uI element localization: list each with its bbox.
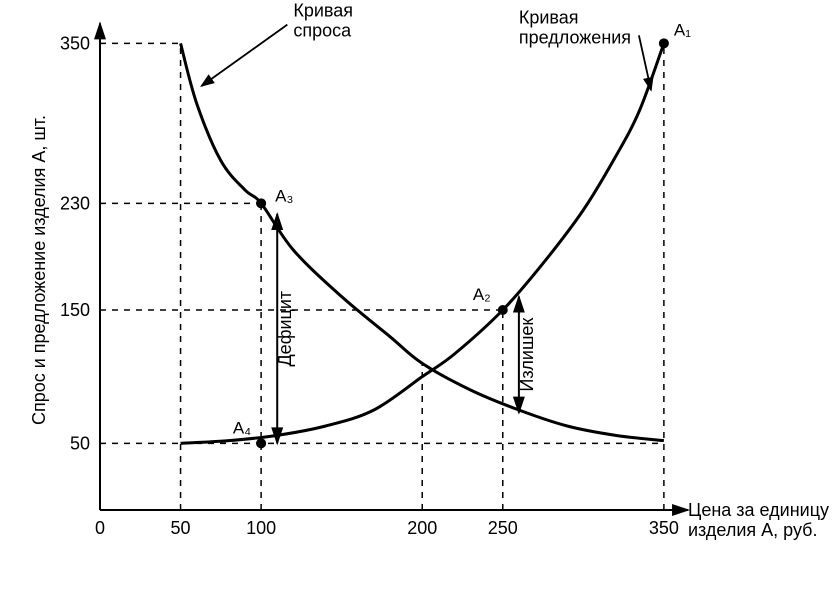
point-label-A4: A₄ — [233, 418, 251, 437]
x-axis-label: Цена за единицу — [688, 500, 829, 520]
x-tick-label: 250 — [488, 518, 518, 538]
supply-curve-label: предложения — [519, 27, 631, 47]
x-tick-label: 350 — [649, 518, 679, 538]
x-axis-label: изделия A, руб. — [688, 520, 817, 540]
point-A4 — [256, 438, 266, 448]
point-A3 — [256, 198, 266, 208]
y-axis-label: Спрос и предложение изделия A, шт. — [29, 115, 49, 425]
point-label-A2: A₂ — [473, 285, 491, 304]
chart-svg: 0 50 100 200 250 350 50 150 230 350 Цена за единиц… — [0, 0, 832, 594]
y-tick-label: 50 — [70, 433, 90, 453]
y-tick-label: 150 — [60, 300, 90, 320]
demand-curve-label: спроса — [293, 21, 352, 41]
range-arrow-label: Дефицит — [275, 291, 295, 367]
x-tick-label: 50 — [171, 518, 191, 538]
y-tick-label: 350 — [60, 33, 90, 53]
point-label-A1: A₁ — [674, 20, 691, 39]
point-label-A3: A₃ — [275, 186, 293, 205]
y-tick-label: 230 — [60, 193, 90, 213]
range-arrow-label: Излишек — [517, 318, 537, 392]
x-tick-label: 0 — [95, 518, 105, 538]
x-tick-label: 200 — [407, 518, 437, 538]
point-A1 — [659, 38, 669, 48]
demand-curve-label: Кривая — [293, 1, 353, 21]
x-tick-label: 100 — [246, 518, 276, 538]
supply-demand-chart: 0 50 100 200 250 350 50 150 230 350 Цена за единиц… — [0, 0, 832, 594]
supply-curve-label: Кривая — [519, 7, 579, 27]
point-A2 — [498, 305, 508, 315]
